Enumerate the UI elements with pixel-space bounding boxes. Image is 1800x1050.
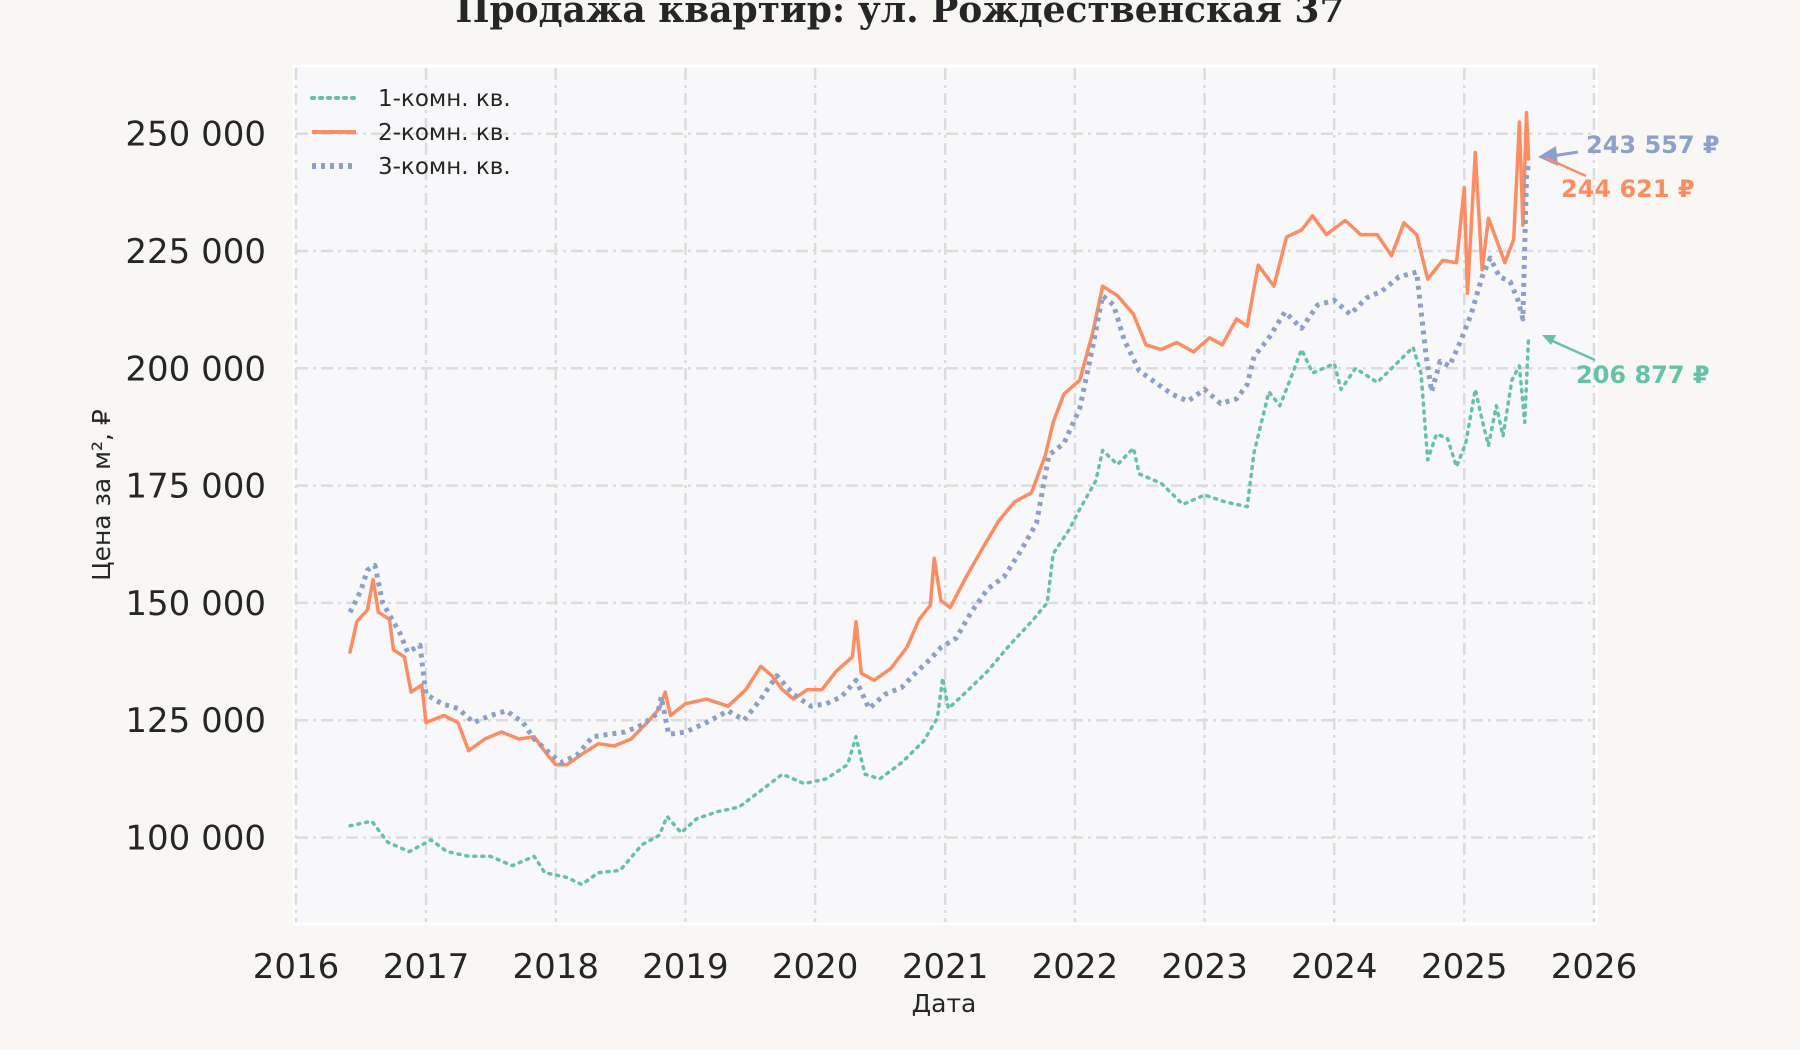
series-line-2room — [348, 110, 1531, 767]
y-tick-label: 200 000 — [125, 349, 266, 389]
x-tick-label: 2023 — [1161, 947, 1248, 987]
series-lines — [347, 110, 1532, 887]
x-tick-label: 2025 — [1421, 947, 1508, 987]
end-arrowhead-1room — [1542, 335, 1556, 345]
x-tick-label: 2019 — [642, 947, 729, 987]
end-arrow-2room — [1545, 156, 1587, 178]
y-tick-label: 175 000 — [125, 467, 266, 507]
x-tick-label: 2018 — [512, 947, 599, 987]
x-axis-ticks: 2016 2017 2018 2019 2020 2021 2022 2023 2024 2025… — [253, 947, 1638, 987]
y-tick-label: 225 000 — [125, 232, 266, 272]
legend-label-3room: 3-комн. кв. — [378, 154, 511, 180]
y-axis-label: Цена за м², ₽ — [87, 409, 116, 581]
y-tick-label: 150 000 — [125, 584, 266, 624]
x-tick-label: 2024 — [1291, 947, 1378, 987]
end-annotations: 243 557 ₽ 244 621 ₽ 206 877 ₽ — [1538, 131, 1720, 389]
legend: 1-комн. кв. 2-комн. кв. 3-комн. кв. — [310, 86, 511, 180]
y-tick-label: 250 000 — [125, 115, 266, 155]
y-tick-label: 100 000 — [125, 819, 266, 859]
legend-label-2room: 2-комн. кв. — [378, 120, 511, 146]
x-tick-label: 2016 — [253, 947, 340, 987]
x-tick-label: 2020 — [772, 947, 859, 987]
end-label-2room: 244 621 ₽ — [1561, 175, 1695, 203]
end-arrow-1room — [1547, 337, 1596, 362]
x-tick-label: 2017 — [383, 947, 470, 987]
legend-label-1room: 1-комн. кв. — [378, 86, 511, 112]
end-label-1room: 206 877 ₽ — [1576, 361, 1710, 389]
chart-title: Продажа квартир: ул. Рождественская 37 — [455, 0, 1344, 31]
end-label-3room: 243 557 ₽ — [1586, 131, 1720, 159]
series-line-1room — [348, 334, 1531, 887]
x-tick-label: 2026 — [1551, 947, 1638, 987]
x-tick-label: 2021 — [902, 947, 989, 987]
y-axis-ticks: 100 000 125 000 150 000 175 000 200 000 225 0… — [125, 115, 266, 859]
x-axis-label: Дата — [912, 989, 977, 1018]
y-tick-label: 125 000 — [125, 701, 266, 741]
x-tick-label: 2022 — [1032, 947, 1119, 987]
